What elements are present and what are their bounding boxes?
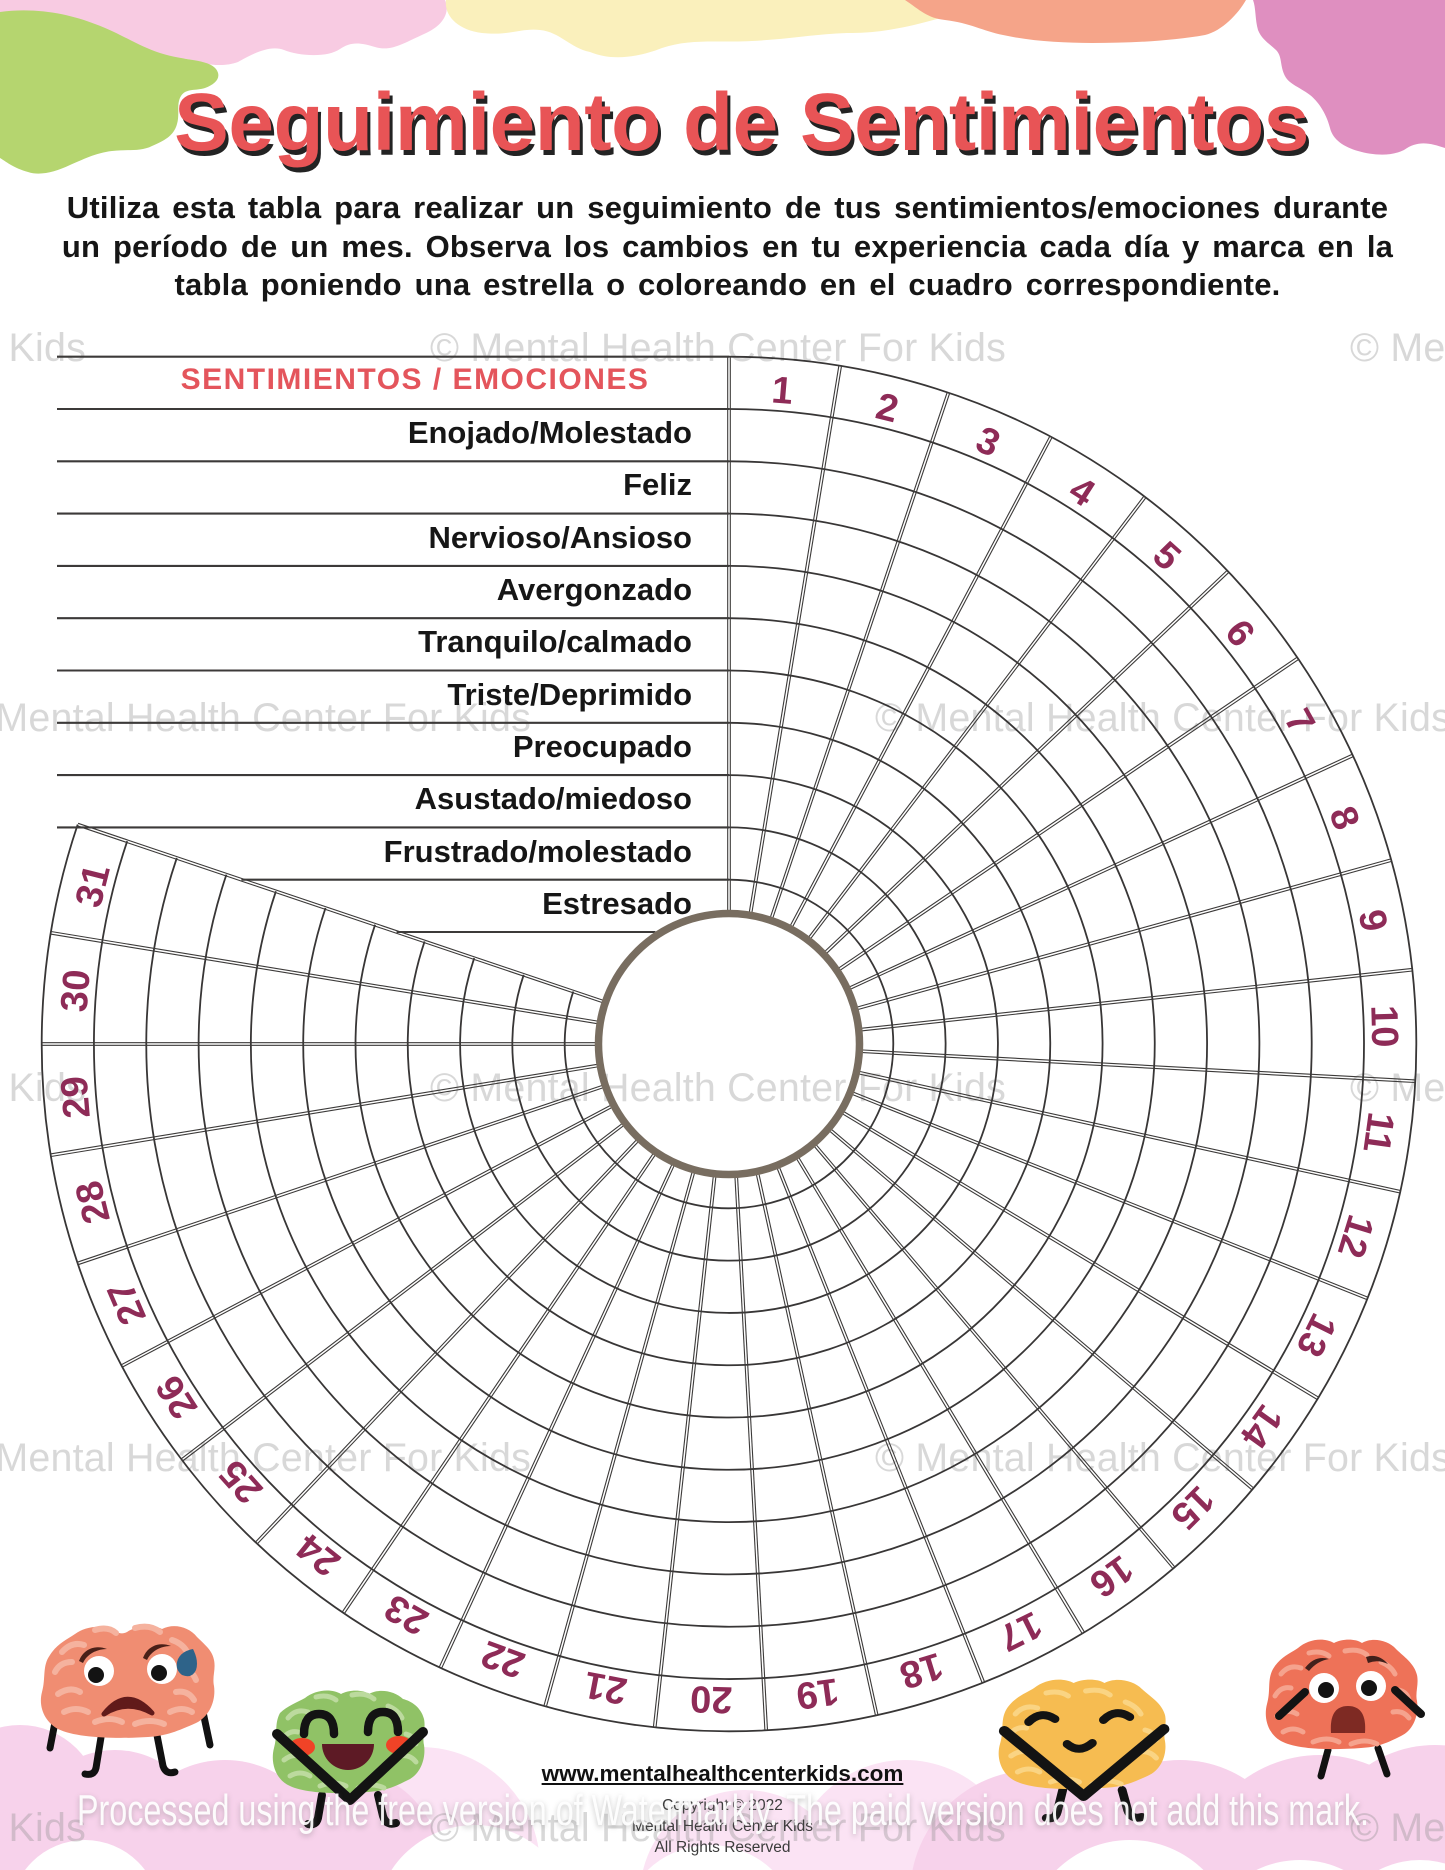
svg-text:2: 2 [872,385,903,431]
svg-text:7: 7 [1276,702,1323,741]
svg-text:17: 17 [992,1603,1049,1659]
svg-text:12: 12 [1329,1210,1382,1263]
svg-text:16: 16 [1082,1547,1141,1606]
svg-text:22: 22 [476,1632,530,1686]
svg-text:5: 5 [1145,534,1189,579]
svg-text:4: 4 [1062,469,1102,516]
svg-text:31: 31 [68,860,119,911]
svg-text:27: 27 [100,1275,155,1330]
svg-text:30: 30 [54,968,99,1014]
svg-text:6: 6 [1217,612,1263,655]
svg-text:11: 11 [1354,1110,1401,1156]
svg-text:29: 29 [54,1074,99,1120]
svg-text:21: 21 [581,1663,630,1712]
svg-text:14: 14 [1232,1397,1291,1456]
svg-text:28: 28 [68,1177,119,1228]
svg-text:13: 13 [1288,1307,1344,1364]
svg-text:9: 9 [1350,906,1395,935]
svg-text:23: 23 [378,1586,435,1643]
svg-text:25: 25 [212,1452,271,1512]
svg-text:26: 26 [148,1368,206,1426]
svg-text:20: 20 [690,1677,733,1720]
svg-text:15: 15 [1162,1477,1222,1537]
svg-text:8: 8 [1320,801,1367,835]
svg-text:3: 3 [970,419,1006,466]
svg-text:18: 18 [895,1644,948,1697]
svg-text:10: 10 [1362,1005,1405,1048]
svg-text:19: 19 [794,1669,842,1716]
svg-text:24: 24 [289,1525,348,1584]
svg-text:1: 1 [770,369,795,413]
